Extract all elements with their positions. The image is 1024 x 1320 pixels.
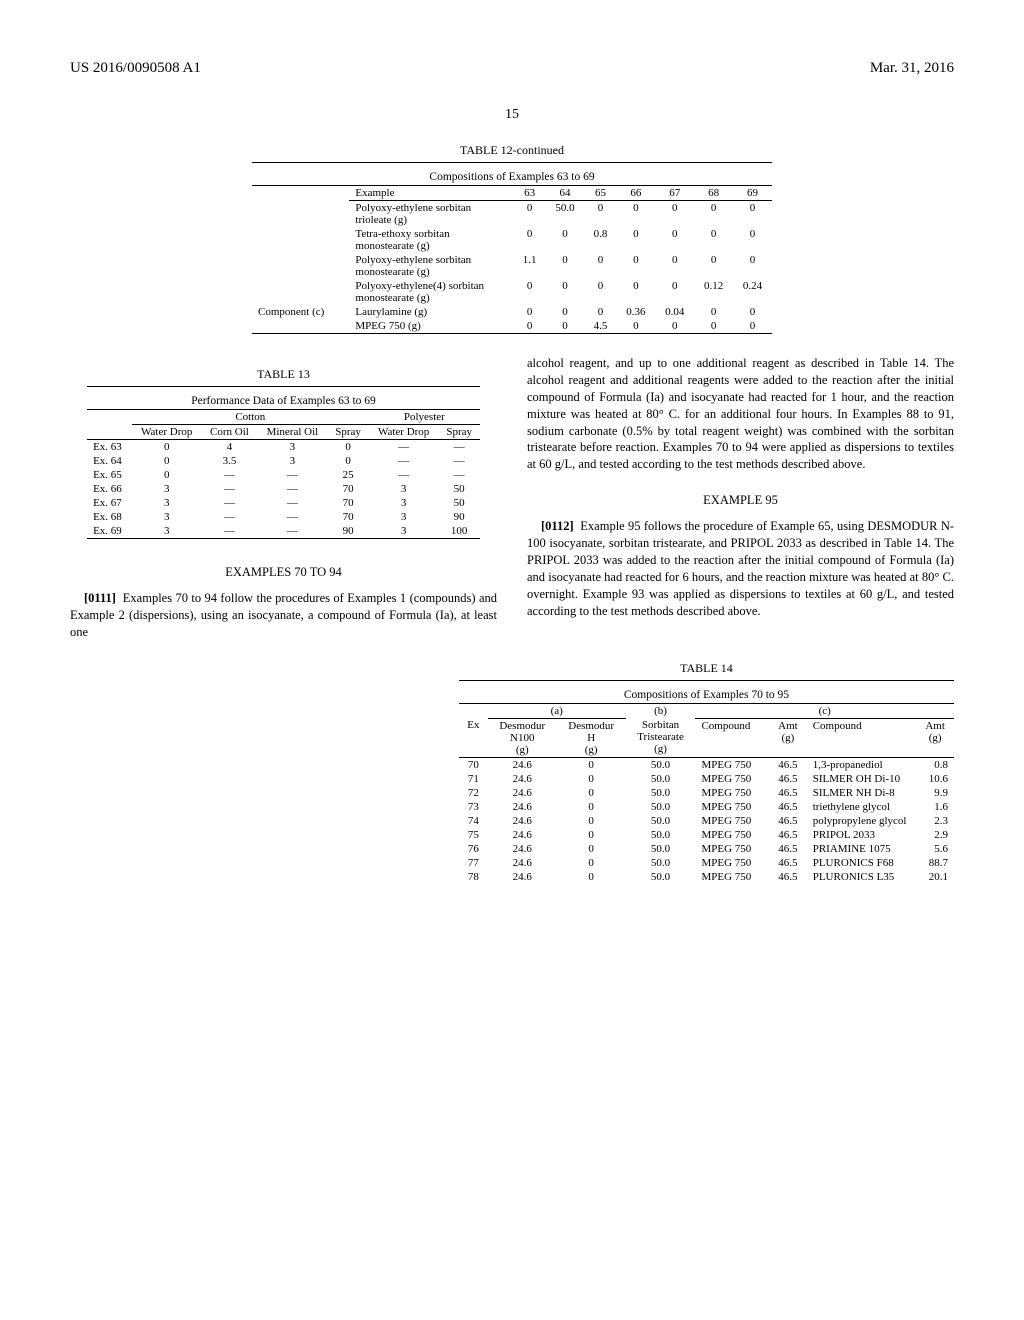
table12-subtitle: Compositions of Examples 63 to 69 xyxy=(252,169,772,186)
table14-title: TABLE 14 xyxy=(459,661,954,676)
table13-title: TABLE 13 xyxy=(70,367,497,382)
example-95-title: EXAMPLE 95 xyxy=(527,493,954,508)
right-continuation: alcohol reagent, and up to one additiona… xyxy=(527,355,954,473)
table13: Performance Data of Examples 63 to 69 Co… xyxy=(87,386,480,545)
examples-70-94-title: EXAMPLES 70 TO 94 xyxy=(70,565,497,580)
table14-subtitle: Compositions of Examples 70 to 95 xyxy=(459,687,954,704)
table12-container: TABLE 12-continued Compositions of Examp… xyxy=(252,143,772,340)
pub-number: US 2016/0090508 A1 xyxy=(70,60,201,77)
page-number: 15 xyxy=(70,107,954,123)
table13-subtitle: Performance Data of Examples 63 to 69 xyxy=(87,393,480,410)
page-header: US 2016/0090508 A1 Mar. 31, 2016 xyxy=(70,60,954,77)
para-0111: [0111] Examples 70 to 94 follow the proc… xyxy=(70,590,497,641)
pub-date: Mar. 31, 2016 xyxy=(870,60,954,77)
table14-container: TABLE 14 Compositions of Examples 70 to … xyxy=(459,661,954,884)
table12: Compositions of Examples 63 to 69 Exampl… xyxy=(252,162,772,340)
table14: Compositions of Examples 70 to 95 (a) (b… xyxy=(459,680,954,884)
right-column: alcohol reagent, and up to one additiona… xyxy=(527,355,954,649)
left-column: TABLE 13 Performance Data of Examples 63… xyxy=(70,355,497,649)
para-0112: [0112] Example 95 follows the procedure … xyxy=(527,518,954,619)
table12-title: TABLE 12-continued xyxy=(252,143,772,158)
